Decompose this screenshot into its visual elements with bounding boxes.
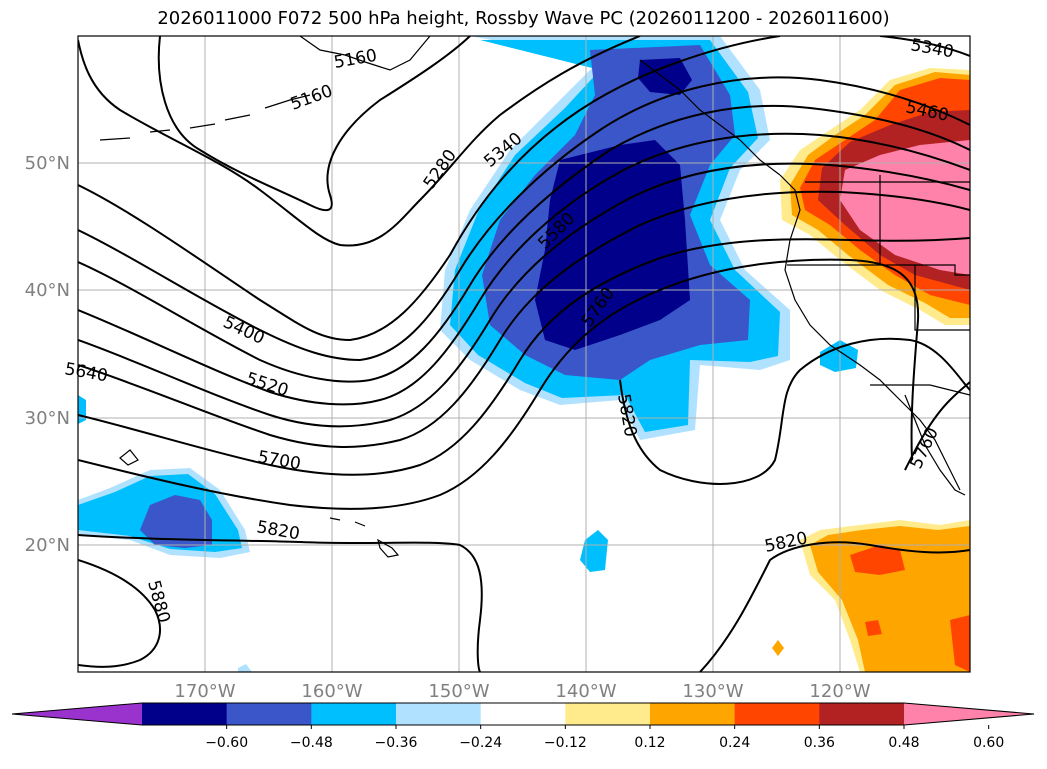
lat-label: 40°N bbox=[25, 280, 70, 301]
colorbar-tick-label: 0.12 bbox=[634, 735, 665, 751]
lat-label: 30°N bbox=[25, 408, 70, 429]
colorbar-segment bbox=[565, 703, 651, 725]
colorbar-segment bbox=[650, 703, 736, 725]
height-contours bbox=[78, 36, 970, 672]
anomaly-isolated-blue-2 bbox=[820, 340, 858, 372]
map-title: 2026011000 F072 500 hPa height, Rossby W… bbox=[157, 8, 890, 29]
lon-label: 170°W bbox=[174, 681, 235, 702]
contour-5820 bbox=[78, 534, 483, 672]
mexico-border bbox=[870, 384, 970, 396]
anomaly-dark-blue-small-region bbox=[638, 58, 692, 95]
colorbar-tick-label: 0.36 bbox=[804, 735, 835, 751]
lon-label: 120°W bbox=[809, 681, 870, 702]
colorbar-tick-label: 0.48 bbox=[888, 735, 919, 751]
contour-5160 bbox=[157, 36, 471, 212]
contour-5340-ne bbox=[879, 36, 970, 57]
colorbar-segment bbox=[396, 703, 482, 725]
colorbar-segment bbox=[734, 703, 820, 725]
gridlines bbox=[78, 36, 970, 672]
colorbar-extend-high bbox=[904, 703, 1034, 725]
anomaly-west-royal-blue-region bbox=[140, 495, 212, 548]
shaded-anomaly-layer bbox=[78, 36, 970, 672]
colorbar-tick-label: −0.36 bbox=[375, 735, 418, 751]
colorbar-tick-label: 0.60 bbox=[973, 735, 1004, 751]
anomaly-pink-region-ne bbox=[840, 140, 970, 275]
contour-5580 bbox=[78, 162, 970, 428]
colorbar-segment bbox=[226, 703, 312, 725]
lon-label: 140°W bbox=[555, 681, 616, 702]
anomaly-orange-isolated bbox=[772, 640, 784, 656]
contour-5640 bbox=[78, 190, 970, 448]
lat-label: 20°N bbox=[25, 535, 70, 556]
colorbar-tick-label: 0.24 bbox=[719, 735, 750, 751]
anomaly-orange-region-se bbox=[810, 526, 970, 672]
colorbar-tick-label: −0.60 bbox=[205, 735, 248, 751]
colorbar-outline bbox=[11, 702, 1035, 726]
contour-5760 bbox=[78, 258, 920, 510]
anomaly-isolated-blue-1 bbox=[580, 530, 608, 572]
small-island-west bbox=[119, 449, 139, 466]
contour-5280 bbox=[78, 36, 641, 247]
alaska-coast bbox=[299, 36, 431, 71]
anomaly-dark-blue-region bbox=[535, 140, 690, 350]
anomaly-edge-blue-region bbox=[78, 395, 86, 424]
colorbar: −0.60 −0.48 −0.36 −0.24 −0.12 0.12 0.24 0.36 0.4… bbox=[11, 702, 1035, 751]
hawaii-islands bbox=[329, 517, 400, 558]
aleutian-islands bbox=[99, 94, 311, 141]
anomaly-red-orange-region-se3 bbox=[865, 620, 882, 636]
state-line-1 bbox=[787, 264, 970, 276]
baja-coast bbox=[904, 394, 966, 496]
lon-label: 130°W bbox=[682, 681, 743, 702]
colorbar-segment bbox=[311, 703, 397, 725]
colorbar-segment bbox=[480, 703, 566, 725]
anomaly-isolated-blue-3 bbox=[238, 664, 252, 672]
contour-5460 bbox=[78, 104, 970, 383]
colorbar-tick-label: −0.48 bbox=[290, 735, 333, 751]
colorbar-segment bbox=[819, 703, 905, 725]
contour-5340 bbox=[78, 36, 781, 342]
map-frame bbox=[77, 35, 971, 673]
lon-label: 160°W bbox=[301, 681, 362, 702]
contour-5820-se bbox=[699, 541, 970, 672]
anomaly-red-orange-region-se2 bbox=[950, 615, 970, 672]
latitude-axis: 50°N 40°N 30°N 20°N bbox=[25, 153, 70, 556]
contour-5520 bbox=[78, 132, 970, 406]
contour-5820-mid bbox=[619, 337, 970, 485]
lon-label: 150°W bbox=[428, 681, 489, 702]
colorbar-tick-label: −0.24 bbox=[459, 735, 502, 751]
colorbar-segment bbox=[142, 703, 228, 725]
state-line-3 bbox=[914, 265, 970, 331]
coastlines bbox=[99, 36, 970, 558]
anomaly-red-orange-region-se bbox=[850, 545, 905, 575]
west-coast-na bbox=[779, 174, 961, 491]
contour-5880 bbox=[78, 559, 161, 668]
colorbar-tick-label: −0.12 bbox=[544, 735, 587, 751]
contour-5700 bbox=[78, 237, 970, 476]
longitude-axis: 170°W 160°W 150°W 140°W 130°W 120°W bbox=[174, 681, 870, 702]
lat-label: 50°N bbox=[25, 153, 70, 174]
contour-5400 bbox=[78, 76, 970, 362]
contour-5760-se bbox=[904, 381, 970, 471]
colorbar-extend-low bbox=[12, 703, 142, 725]
se-alaska-coast bbox=[639, 59, 781, 176]
